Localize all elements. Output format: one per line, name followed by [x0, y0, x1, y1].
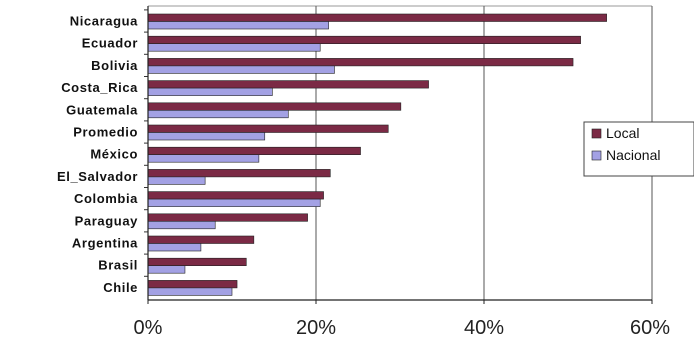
- x-tick-labels: 0% 20% 40% 60%: [134, 300, 670, 339]
- bar-local-guatemala: [147, 102, 402, 111]
- bar-local-ecuador: [147, 35, 581, 45]
- category-label-costa-rica: Costa_Rica: [61, 80, 138, 95]
- legend-swatch-nacional: [591, 150, 602, 161]
- bar-local-nicaragua: [147, 13, 607, 22]
- bar-nacional-paraguay: [147, 221, 216, 230]
- bar-nacional-costa-rica: [147, 87, 273, 96]
- category-label-ecuador: Ecuador: [82, 36, 138, 51]
- bar-nacional-guatemala: [147, 110, 289, 119]
- legend-swatch-local: [591, 128, 602, 139]
- bar-nacional-nicaragua: [147, 21, 329, 30]
- legend: Local Nacional: [583, 121, 694, 177]
- x-tick-label-60: 60%: [630, 317, 670, 339]
- bar-local-argentina: [147, 235, 255, 244]
- category-label-mexico: México: [90, 147, 138, 162]
- bar-local-bolivia: [147, 58, 574, 67]
- bar-nacional-mexico: [147, 154, 260, 163]
- axes: [144, 6, 652, 301]
- category-label-nicaragua: Nicaragua: [70, 14, 138, 29]
- legend-label-local: Local: [606, 125, 639, 141]
- bar-nacional-chile: [147, 287, 233, 296]
- x-tick-label-20: 20%: [296, 317, 336, 339]
- bar-nacional-bolivia: [147, 65, 335, 74]
- category-label-colombia: Colombia: [74, 191, 138, 206]
- category-label-promedio: Promedio: [73, 125, 138, 140]
- bar-local-brasil: [147, 257, 247, 267]
- category-label-el-salvador: El_Salvador: [57, 169, 138, 184]
- bar-local-chile: [147, 280, 238, 289]
- bar-nacional-promedio: [147, 132, 266, 141]
- category-label-bolivia: Bolivia: [91, 58, 138, 73]
- category-label-paraguay: Paraguay: [75, 213, 139, 228]
- category-labels: Nicaragua Ecuador Bolivia Costa_Rica Guatema…: [57, 14, 138, 295]
- bar-local-costa-rica: [147, 80, 429, 89]
- legend-box: [583, 121, 694, 177]
- x-tick-label-40: 40%: [464, 317, 504, 339]
- bar-nacional-brasil: [147, 265, 186, 274]
- category-label-brasil: Brasil: [98, 258, 138, 273]
- bar-local-mexico: [147, 146, 361, 155]
- bar-nacional-el-salvador: [147, 176, 206, 185]
- bar-nacional-colombia: [147, 198, 321, 207]
- bar-local-paraguay: [147, 213, 308, 222]
- bar-local-colombia: [147, 191, 324, 200]
- bar-nacional-ecuador: [147, 43, 321, 52]
- x-tick-label-0: 0%: [134, 317, 163, 339]
- bar-local-el-salvador: [147, 169, 331, 178]
- legend-label-nacional: Nacional: [606, 147, 660, 163]
- category-label-argentina: Argentina: [72, 236, 138, 251]
- bar-nacional-argentina: [147, 243, 202, 252]
- category-label-guatemala: Guatemala: [66, 102, 138, 117]
- category-label-chile: Chile: [103, 280, 138, 295]
- bar-local-promedio: [147, 124, 389, 133]
- bars: [147, 13, 607, 296]
